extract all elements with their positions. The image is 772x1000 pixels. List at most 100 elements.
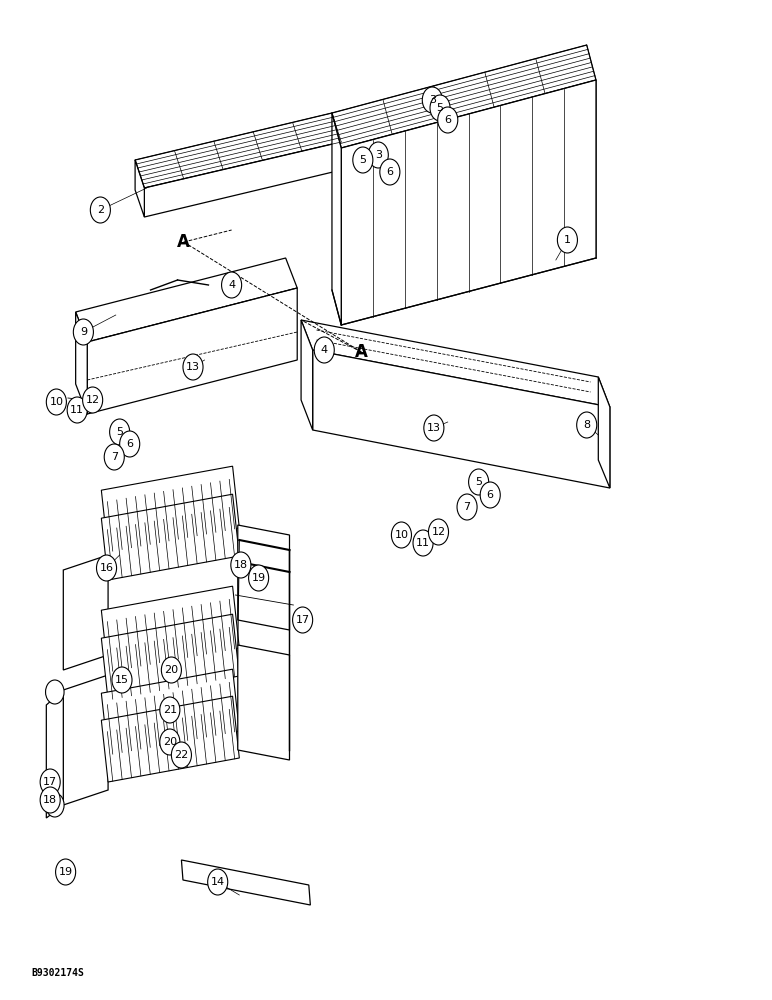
- Circle shape: [183, 354, 203, 380]
- Circle shape: [90, 197, 110, 223]
- Circle shape: [469, 469, 489, 495]
- Text: 12: 12: [86, 395, 100, 405]
- Polygon shape: [144, 142, 341, 217]
- Circle shape: [577, 412, 597, 438]
- Circle shape: [46, 680, 64, 704]
- Circle shape: [56, 859, 76, 885]
- Text: 20: 20: [164, 665, 178, 675]
- Text: A: A: [178, 233, 190, 251]
- Text: 4: 4: [228, 280, 235, 290]
- Polygon shape: [332, 45, 596, 148]
- Polygon shape: [238, 525, 290, 630]
- Text: 16: 16: [100, 563, 113, 573]
- Text: A: A: [355, 343, 367, 361]
- Text: 2: 2: [96, 205, 104, 215]
- Polygon shape: [87, 288, 297, 414]
- Text: 18: 18: [234, 560, 248, 570]
- Circle shape: [104, 444, 124, 470]
- Circle shape: [96, 555, 117, 581]
- Polygon shape: [313, 350, 610, 488]
- Polygon shape: [63, 555, 108, 670]
- Text: 13: 13: [186, 362, 200, 372]
- Text: 13: 13: [427, 423, 441, 433]
- Circle shape: [424, 415, 444, 441]
- Circle shape: [557, 227, 577, 253]
- Text: 1: 1: [564, 235, 571, 245]
- Circle shape: [112, 667, 132, 693]
- Circle shape: [430, 95, 450, 121]
- Polygon shape: [46, 690, 63, 818]
- Polygon shape: [598, 377, 610, 488]
- Circle shape: [67, 397, 87, 423]
- Circle shape: [160, 697, 180, 723]
- Polygon shape: [135, 113, 341, 188]
- Circle shape: [73, 319, 93, 345]
- Text: 19: 19: [252, 573, 266, 583]
- Circle shape: [314, 337, 334, 363]
- Text: 7: 7: [463, 502, 471, 512]
- Polygon shape: [101, 494, 239, 580]
- Circle shape: [480, 482, 500, 508]
- Circle shape: [46, 793, 64, 817]
- Circle shape: [222, 272, 242, 298]
- Text: 8: 8: [583, 420, 591, 430]
- Text: 12: 12: [432, 527, 445, 537]
- Circle shape: [120, 431, 140, 457]
- Text: 6: 6: [444, 115, 452, 125]
- Circle shape: [208, 869, 228, 895]
- Text: B9302174S: B9302174S: [31, 968, 83, 978]
- Text: 11: 11: [70, 405, 84, 415]
- Text: 6: 6: [386, 167, 394, 177]
- Polygon shape: [341, 80, 596, 325]
- Text: 17: 17: [296, 615, 310, 625]
- Polygon shape: [332, 113, 341, 325]
- Polygon shape: [238, 645, 290, 760]
- Circle shape: [46, 389, 66, 415]
- Polygon shape: [301, 320, 610, 407]
- Polygon shape: [101, 586, 239, 672]
- Circle shape: [422, 87, 442, 113]
- Circle shape: [160, 729, 180, 755]
- Text: 7: 7: [110, 452, 118, 462]
- Circle shape: [353, 147, 373, 173]
- Text: 5: 5: [359, 155, 367, 165]
- Text: 6: 6: [126, 439, 134, 449]
- Circle shape: [110, 419, 130, 445]
- Polygon shape: [101, 614, 239, 700]
- Text: 11: 11: [416, 538, 430, 548]
- Text: 5: 5: [475, 477, 482, 487]
- Polygon shape: [63, 675, 108, 805]
- Polygon shape: [301, 320, 313, 430]
- Text: 14: 14: [211, 877, 225, 887]
- Text: 5: 5: [116, 427, 124, 437]
- Polygon shape: [181, 860, 310, 905]
- Text: 15: 15: [115, 675, 129, 685]
- Text: 5: 5: [436, 103, 444, 113]
- Circle shape: [40, 769, 60, 795]
- Circle shape: [161, 657, 181, 683]
- Text: 10: 10: [49, 397, 63, 407]
- Text: 22: 22: [174, 750, 188, 760]
- Text: 20: 20: [163, 737, 177, 747]
- Circle shape: [40, 787, 60, 813]
- Polygon shape: [76, 312, 87, 414]
- Polygon shape: [101, 696, 239, 782]
- Text: 9: 9: [80, 327, 87, 337]
- Circle shape: [83, 387, 103, 413]
- Circle shape: [171, 742, 191, 768]
- Polygon shape: [101, 466, 239, 552]
- Text: 3: 3: [374, 150, 382, 160]
- Circle shape: [293, 607, 313, 633]
- Polygon shape: [101, 669, 239, 755]
- Circle shape: [368, 142, 388, 168]
- Polygon shape: [135, 160, 144, 217]
- Circle shape: [457, 494, 477, 520]
- Polygon shape: [76, 258, 297, 342]
- Text: 17: 17: [43, 777, 57, 787]
- Circle shape: [428, 519, 449, 545]
- Text: 19: 19: [59, 867, 73, 877]
- Circle shape: [413, 530, 433, 556]
- Circle shape: [231, 552, 251, 578]
- Circle shape: [438, 107, 458, 133]
- Text: 3: 3: [428, 95, 436, 105]
